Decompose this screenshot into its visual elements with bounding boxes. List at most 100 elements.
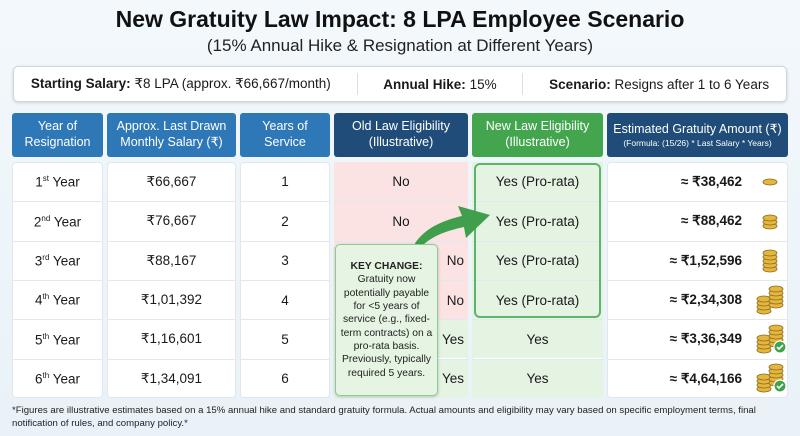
page-title: New Gratuity Law Impact: 8 LPA Employee …: [115, 6, 685, 32]
column-header-4: New Law Eligibility (Illustrative): [472, 113, 603, 157]
salary-cell: ₹66,667: [146, 173, 197, 189]
key-change-callout: KEY CHANGE: Gratuity now potentially pay…: [335, 244, 438, 396]
cell: Yes (Pro-rata): [472, 162, 603, 202]
cell: 6: [240, 358, 330, 398]
new-law-cell: Yes: [526, 371, 549, 387]
service-cell: 5: [281, 331, 289, 347]
footnote: *Figures are illustrative estimates base…: [12, 405, 756, 430]
cell: ₹1,34,091: [107, 358, 236, 398]
coin-stack-icon: [762, 214, 778, 230]
gratuity-amount: ≈ ₹2,34,308: [669, 292, 742, 308]
coin-stack-icon: [762, 249, 778, 273]
header-line2: Service: [264, 135, 306, 149]
cell: 3: [240, 240, 330, 280]
year-cell: 3rd Year: [34, 252, 81, 269]
scenario-value: Resigns after 1 to 6 Years: [614, 76, 770, 92]
cell: 6th Year: [12, 358, 103, 398]
header-line2: Resignation: [24, 135, 91, 149]
new-law-cell: Yes (Pro-rata): [495, 213, 580, 229]
cell: ₹88,167: [107, 240, 236, 280]
cell: 2nd Year: [12, 201, 103, 240]
page-subtitle: (15% Annual Hike & Resignation at Differ…: [206, 36, 594, 55]
cell: ≈ ₹4,64,166: [607, 358, 788, 398]
cell: 3rd Year: [12, 240, 103, 280]
coin-stack-icon: [756, 324, 787, 354]
cell: 2: [240, 201, 330, 240]
cell: 1st Year: [12, 162, 103, 201]
callout-label: KEY CHANGE:: [350, 260, 423, 272]
service-cell: 6: [281, 371, 289, 387]
cell: ≈ ₹1,52,596: [607, 240, 788, 280]
scenario-label: Scenario:: [549, 76, 611, 92]
annual-hike-label: Annual Hike:: [383, 76, 466, 92]
cell: ≈ ₹38,462: [607, 162, 788, 201]
coin-stack-icon: [756, 285, 784, 314]
header-line1: Old Law Eligibility: [352, 119, 450, 134]
old-law-cell: No: [446, 253, 464, 269]
cell: ≈ ₹3,36,349: [607, 319, 788, 358]
cell: No: [334, 162, 468, 202]
cell: No: [334, 201, 468, 241]
old-law-cell: No: [392, 213, 410, 229]
cell: 5: [240, 319, 330, 358]
starting-salary-value: ₹8 LPA (approx. ₹66,667/month): [134, 76, 331, 91]
year-cell: 6th Year: [35, 370, 80, 387]
cell: Yes: [472, 319, 603, 359]
service-cell: 2: [281, 213, 289, 229]
scenario-info-bar: Starting Salary: ₹8 LPA (approx. ₹66,667…: [13, 66, 787, 102]
header-line1: Estimated Gratuity Amount (₹): [613, 121, 782, 136]
new-law-cell: Yes (Pro-rata): [495, 174, 580, 190]
cell: Yes (Pro-rata): [472, 279, 603, 320]
new-law-cell: Yes: [526, 331, 549, 347]
cell: Yes (Pro-rata): [472, 201, 603, 241]
header-line2: (Illustrative): [368, 135, 434, 149]
cell: 1: [240, 162, 330, 201]
salary-cell: ₹1,16,601: [140, 331, 203, 347]
cell: ₹76,667: [107, 201, 236, 240]
column-header-3: Old Law Eligibility (Illustrative): [334, 113, 468, 157]
divider: [356, 73, 358, 95]
column-header-0: Year of Resignation: [12, 113, 103, 157]
old-law-cell: No: [392, 174, 410, 190]
column-header-1: Approx. Last Drawn Monthly Salary (₹): [107, 113, 236, 157]
column-header-5: Estimated Gratuity Amount (₹) (Formula: (…: [607, 113, 788, 157]
cell: ₹1,16,601: [107, 319, 236, 358]
cell: 5th Year: [12, 319, 103, 358]
cell: ≈ ₹88,462: [607, 201, 788, 240]
coin-stack-icon: [762, 178, 778, 186]
header-line1: Years of: [262, 119, 308, 134]
year-cell: 4th Year: [35, 292, 80, 308]
year-cell: 5th Year: [35, 331, 80, 348]
old-law-cell: No: [446, 292, 464, 308]
starting-salary-label: Starting Salary:: [30, 76, 131, 91]
gratuity-amount: ≈ ₹4,64,166: [669, 370, 742, 386]
cell: 4: [240, 279, 330, 319]
salary-cell: ₹88,167: [146, 252, 197, 268]
cell: Yes (Pro-rata): [472, 240, 603, 280]
old-law-cell: Yes: [441, 371, 464, 387]
header-line1: Year of: [37, 119, 78, 134]
year-cell: 1st Year: [35, 173, 80, 190]
coin-stack-icon: [756, 363, 787, 393]
year-cell: 2nd Year: [33, 213, 82, 230]
header-line2: Monthly Salary (₹): [120, 135, 223, 149]
gratuity-amount: ≈ ₹88,462: [680, 213, 742, 229]
gratuity-amount: ≈ ₹3,36,349: [669, 331, 742, 347]
header-line2: (Illustrative): [505, 135, 570, 149]
divider: [522, 73, 524, 95]
gratuity-amount: ≈ ₹38,462: [680, 173, 742, 189]
service-cell: 3: [281, 253, 289, 269]
header-line2: (Formula: (15/26) * Last Salary * Years): [623, 137, 772, 148]
annual-hike-value: 15%: [469, 76, 497, 92]
new-law-cell: Yes (Pro-rata): [495, 253, 580, 269]
cell: ₹1,01,392: [107, 279, 236, 319]
gratuity-amount: ≈ ₹1,52,596: [669, 252, 742, 268]
service-cell: 1: [281, 174, 289, 190]
service-cell: 4: [281, 292, 289, 308]
salary-cell: ₹1,01,392: [140, 292, 203, 308]
salary-cell: ₹76,667: [146, 213, 197, 229]
new-law-highlight-box: [474, 163, 601, 318]
cell: ₹66,667: [107, 162, 236, 201]
column-header-2: Years of Service: [240, 113, 330, 157]
cell: 4th Year: [12, 279, 103, 319]
